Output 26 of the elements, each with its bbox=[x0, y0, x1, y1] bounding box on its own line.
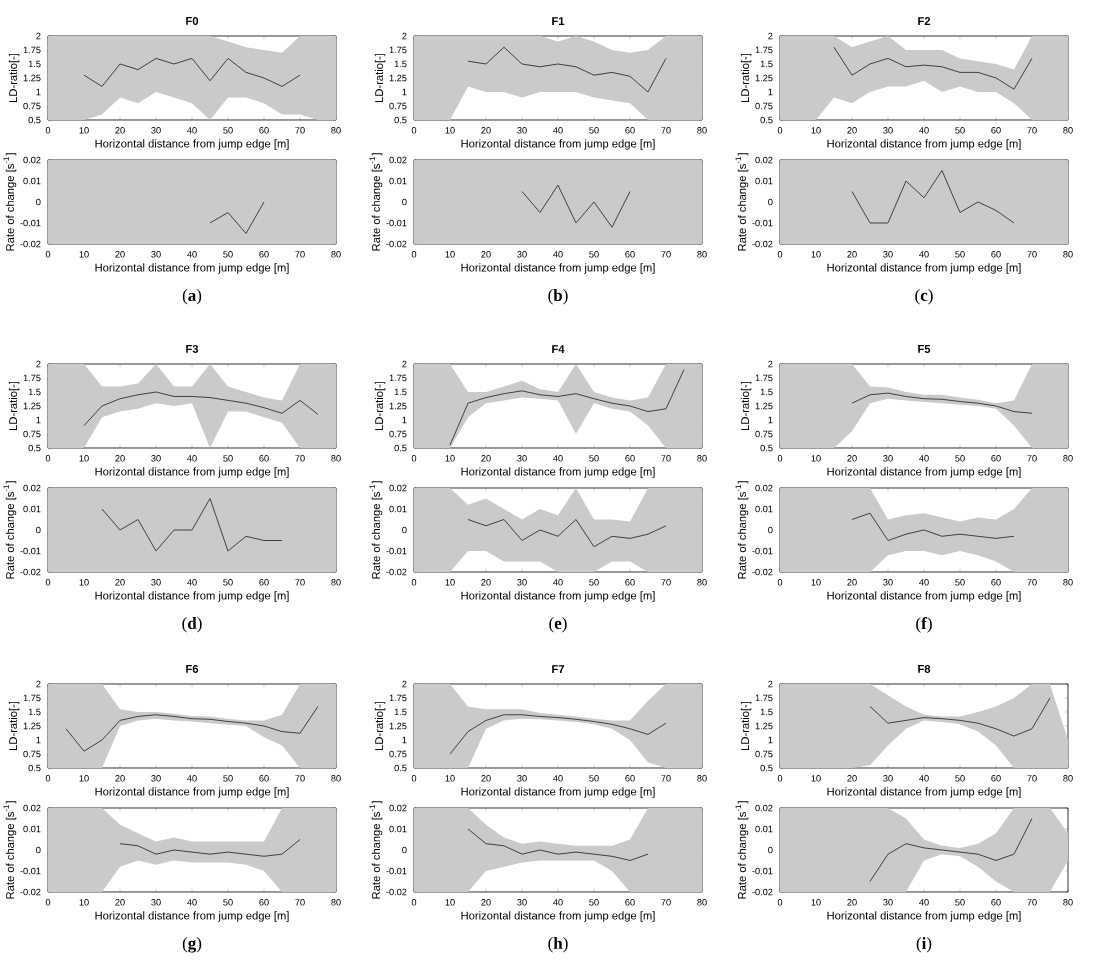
line-series bbox=[83, 391, 319, 427]
line-series bbox=[467, 46, 667, 93]
text: (i) bbox=[916, 937, 932, 953]
line-series bbox=[65, 705, 319, 752]
line-series bbox=[449, 714, 667, 755]
text: (g) bbox=[182, 937, 202, 953]
text: (h) bbox=[548, 937, 568, 953]
line-series bbox=[449, 369, 685, 446]
line-series bbox=[851, 512, 1015, 541]
text: (b) bbox=[548, 289, 568, 305]
text: (c) bbox=[915, 289, 933, 305]
text: (d) bbox=[182, 617, 202, 633]
line-series bbox=[521, 184, 631, 228]
line-series bbox=[101, 497, 283, 552]
line-series bbox=[869, 817, 1033, 882]
line-series bbox=[119, 838, 301, 857]
text: (a) bbox=[182, 289, 202, 305]
line-series bbox=[833, 46, 1033, 90]
line-series bbox=[869, 697, 1051, 737]
line-series bbox=[83, 57, 301, 87]
line-series bbox=[851, 169, 1015, 224]
line-series bbox=[851, 392, 1033, 414]
text: (f) bbox=[916, 617, 932, 633]
line-series bbox=[209, 201, 265, 234]
text: (e) bbox=[549, 617, 567, 633]
line-series bbox=[467, 518, 667, 548]
